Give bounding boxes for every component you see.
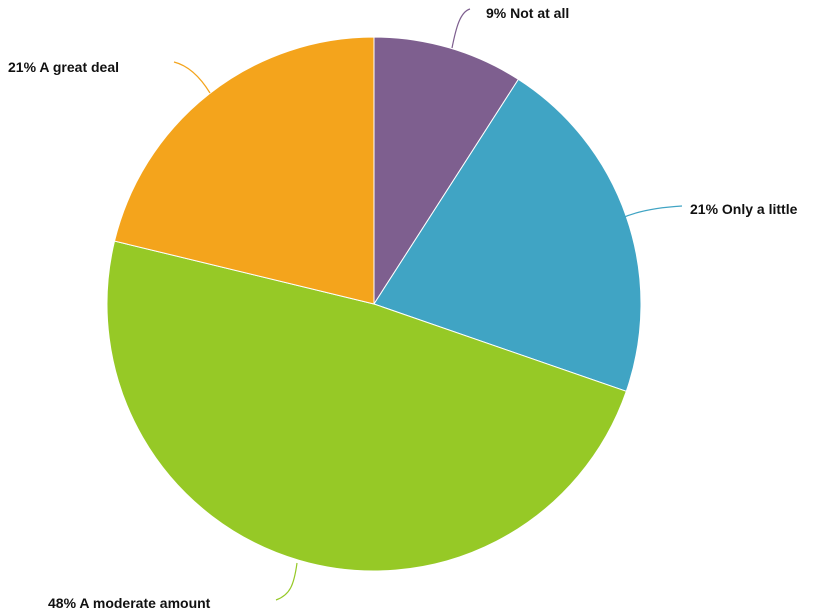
- pie-slice-a-moderate-amount: [106, 240, 627, 572]
- data-label-a-moderate-amount: 48% A moderate amount: [48, 595, 211, 611]
- data-label-a-great-deal: 21% A great deal: [8, 59, 119, 75]
- leader-line-a-moderate-amount: [275, 562, 298, 601]
- leader-lines-layer: [173, 8, 683, 601]
- pie-slice-not-at-all: [373, 36, 520, 306]
- slices-layer: [106, 36, 642, 572]
- leader-line-a-great-deal: [173, 61, 211, 94]
- leader-line-not-at-all: [451, 8, 471, 49]
- leader-line-only-a-little: [621, 205, 683, 219]
- pie-slice-a-great-deal: [113, 36, 375, 305]
- data-label-not-at-all: 9% Not at all: [486, 5, 569, 21]
- data-label-only-a-little: 21% Only a little: [690, 201, 798, 217]
- labels-layer: 9% Not at all 21% Only a little 48% A mode…: [8, 5, 798, 611]
